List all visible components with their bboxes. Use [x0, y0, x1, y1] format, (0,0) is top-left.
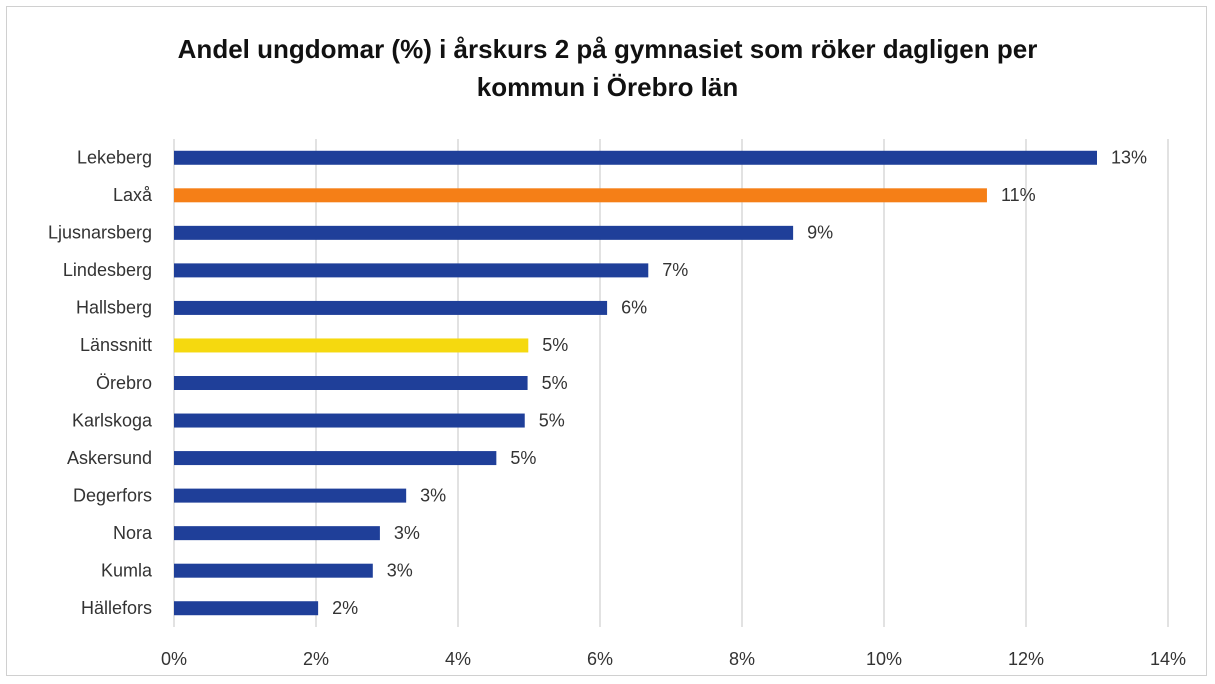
bar [174, 376, 528, 390]
bar [174, 413, 525, 428]
bar [174, 451, 497, 466]
y-tick-label: Lindesberg [63, 260, 152, 280]
bar [174, 300, 608, 315]
bar [174, 526, 380, 541]
data-label: 9% [807, 223, 833, 243]
data-label: 3% [387, 560, 413, 580]
chart-title: Andel ungdomar (%) i årskurs 2 på gymnas… [177, 34, 1038, 102]
data-label: 11% [1001, 185, 1036, 205]
y-tick-label: Lekeberg [77, 148, 152, 168]
y-tick-label: Hallsberg [76, 298, 152, 318]
data-label: 5% [542, 373, 568, 393]
bar [174, 563, 373, 578]
y-tick-label: Nora [113, 523, 153, 543]
y-tick-label: Askersund [67, 448, 152, 468]
bar [174, 601, 319, 616]
bar [174, 263, 649, 278]
x-tick-label: 14% [1150, 649, 1186, 669]
y-tick-label: Kumla [101, 560, 153, 580]
x-tick-label: 12% [1008, 649, 1044, 669]
bar [174, 225, 794, 240]
y-tick-label: Länssnitt [80, 335, 152, 355]
data-label: 5% [542, 335, 568, 355]
bar [174, 338, 529, 353]
bar [174, 150, 1097, 165]
data-label: 3% [394, 523, 420, 543]
y-tick-label: Hällefors [81, 598, 152, 618]
data-label: 5% [510, 448, 536, 468]
x-tick-label: 8% [729, 649, 755, 669]
y-tick-label: Örebro [96, 373, 152, 393]
x-tick-label: 0% [161, 649, 187, 669]
data-label: 2% [332, 598, 358, 618]
x-tick-label: 6% [587, 649, 613, 669]
data-label: 3% [420, 485, 446, 505]
data-label: 6% [621, 298, 647, 318]
data-label: 13% [1111, 148, 1147, 168]
x-tick-label: 2% [303, 649, 329, 669]
y-tick-label: Degerfors [73, 485, 152, 505]
x-tick-label: 4% [445, 649, 471, 669]
y-tick-label: Ljusnarsberg [48, 223, 152, 243]
chart-frame [6, 6, 1207, 676]
x-tick-label: 10% [866, 649, 902, 669]
y-tick-label: Laxå [113, 185, 153, 205]
bar [174, 488, 407, 503]
data-label: 5% [539, 410, 565, 430]
bar [174, 188, 987, 203]
data-label: 7% [662, 260, 688, 280]
y-tick-label: Karlskoga [72, 410, 153, 430]
